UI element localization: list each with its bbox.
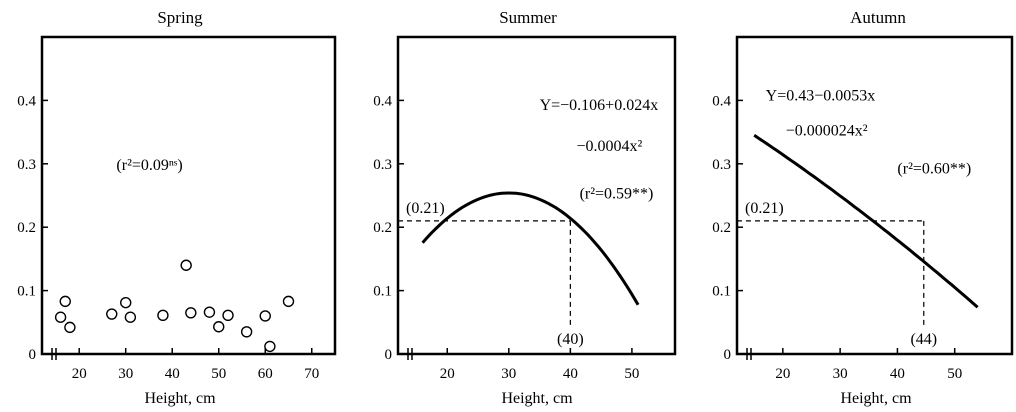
annotation: (r²=0.60**) <box>897 160 971 177</box>
data-point <box>157 309 169 322</box>
panel-autumn: Autumn Height, cm 0 0.1 0.2 0.3 0.4 20 30 40 50 (… <box>712 8 1014 407</box>
data-point <box>240 326 253 338</box>
x-tick-label: 50 <box>947 366 962 382</box>
y-tick-label: 0.2 <box>17 220 36 236</box>
x-tick-label: 40 <box>563 366 578 382</box>
data-point <box>264 340 276 353</box>
data-point <box>259 310 271 322</box>
y-tick-label: 0.4 <box>17 93 36 109</box>
data-point <box>185 307 197 319</box>
y-tick-label: 0.3 <box>373 157 392 173</box>
y-tick-label: 0.1 <box>712 284 731 300</box>
annotation: Y=−0.106+0.024x <box>540 97 659 114</box>
annotation: Y=0.43−0.0053x <box>766 87 876 104</box>
annotation: (r²=0.09ⁿˢ) <box>116 157 182 174</box>
panel-summer: Summer Height, cm 0 0.1 0.2 0.3 0.4 20 30 40 50 (… <box>373 8 677 407</box>
x-tick-label: 70 <box>304 366 319 382</box>
annotation: −0.0004x² <box>577 138 643 155</box>
data-point <box>222 309 234 322</box>
plot-frame <box>396 35 677 356</box>
y-tick-label: 0.4 <box>373 93 392 109</box>
y-tick-label: 0.3 <box>17 157 36 173</box>
reference-x-label: (44) <box>910 331 937 348</box>
reference-y-label: (0.21) <box>745 200 784 217</box>
panel-spring: Spring Height, cm 0 0.1 0.2 0.3 0.4 20 30 40 50 6… <box>17 8 337 407</box>
x-tick-label: 40 <box>165 366 180 382</box>
y-tick-label: 0 <box>724 347 732 363</box>
annotation: (r²=0.59**) <box>580 186 654 203</box>
x-tick-label: 20 <box>72 366 87 382</box>
annotation: −0.000024x² <box>786 122 868 139</box>
chart-title: Summer <box>499 8 557 27</box>
x-tick-label: 40 <box>890 366 905 382</box>
data-point <box>213 321 225 333</box>
x-tick-label: 20 <box>440 366 455 382</box>
y-tick-label: 0.4 <box>712 93 731 109</box>
chart-title: Autumn <box>850 8 906 27</box>
x-tick-label: 30 <box>833 366 848 382</box>
x-tick-label: 60 <box>258 366 273 382</box>
y-tick-label: 0 <box>29 347 37 363</box>
regression-curve <box>421 191 640 306</box>
y-tick-label: 0 <box>385 347 393 363</box>
data-point <box>59 295 71 308</box>
y-tick-label: 0.3 <box>712 157 731 173</box>
data-point <box>106 308 118 320</box>
data-point <box>180 259 192 271</box>
y-tick-label: 0.2 <box>373 220 392 236</box>
data-point <box>120 296 132 309</box>
x-axis-label: Height, cm <box>840 390 912 407</box>
reference-y-label: (0.21) <box>406 200 445 217</box>
x-axis-label: Height, cm <box>501 390 573 407</box>
data-point <box>54 311 67 323</box>
x-tick-label: 30 <box>118 366 133 382</box>
chart-title: Spring <box>157 8 203 27</box>
x-tick-label: 20 <box>775 366 790 382</box>
x-tick-label: 50 <box>211 366 226 382</box>
y-tick-label: 0.1 <box>17 284 36 300</box>
data-point <box>282 295 295 308</box>
data-point <box>203 306 216 318</box>
y-tick-label: 0.1 <box>373 284 392 300</box>
reference-x-label: (40) <box>557 331 584 348</box>
data-point <box>124 311 137 323</box>
data-point <box>64 321 76 334</box>
x-tick-label: 50 <box>624 366 639 382</box>
x-tick-label: 30 <box>501 366 516 382</box>
plot-frame <box>40 35 337 356</box>
plot-frame <box>735 35 1014 356</box>
regression-curve <box>753 133 979 309</box>
x-axis-label: Height, cm <box>144 390 216 407</box>
y-tick-label: 0.2 <box>712 220 731 236</box>
